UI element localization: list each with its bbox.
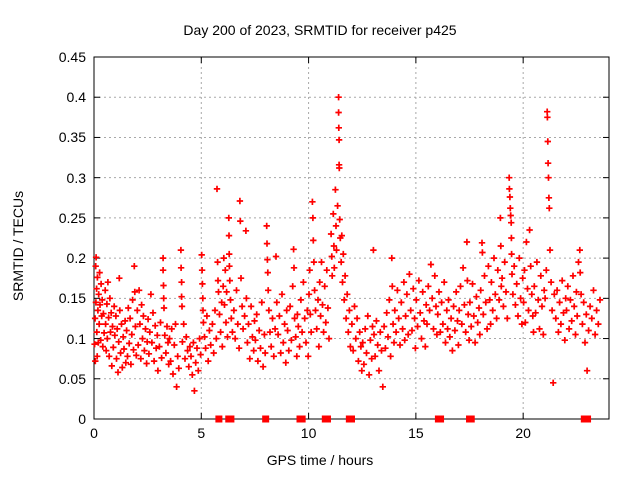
y-tick-label: 0.05 xyxy=(58,370,86,387)
y-tick-label: 0.1 xyxy=(66,330,86,347)
zero-baseline-marker xyxy=(584,415,592,423)
y-tick-label: 0.35 xyxy=(58,129,86,146)
zero-baseline-marker xyxy=(437,415,445,423)
x-tick-label: 10 xyxy=(300,425,317,441)
x-axis-label: GPS time / hours xyxy=(266,452,374,468)
y-tick-label: 0.4 xyxy=(66,89,86,106)
zero-baseline-marker xyxy=(348,415,355,423)
chart-title: Day 200 of 2023, SRMTID for receiver p42… xyxy=(183,22,457,38)
zero-baseline-marker xyxy=(467,415,475,423)
x-tick-label: 20 xyxy=(515,425,531,441)
y-tick-label: 0.2 xyxy=(66,250,86,267)
scatter-points xyxy=(91,94,604,394)
y-tick-label: 0 xyxy=(78,411,86,427)
x-tick-label: 0 xyxy=(90,425,98,441)
zero-baseline-marker xyxy=(323,415,331,423)
zero-baseline-marker xyxy=(262,415,270,423)
y-tick-label: 0.15 xyxy=(58,290,86,307)
zero-baseline-marker xyxy=(298,415,306,423)
zero-baseline-marker xyxy=(227,415,235,423)
x-tick-label: 5 xyxy=(197,425,206,441)
y-tick-label: 0.45 xyxy=(58,49,86,65)
y-tick-label: 0.3 xyxy=(66,169,86,186)
x-tick-label: 15 xyxy=(408,425,424,441)
zero-baseline-marker xyxy=(215,415,223,423)
y-tick-label: 0.25 xyxy=(58,209,86,226)
